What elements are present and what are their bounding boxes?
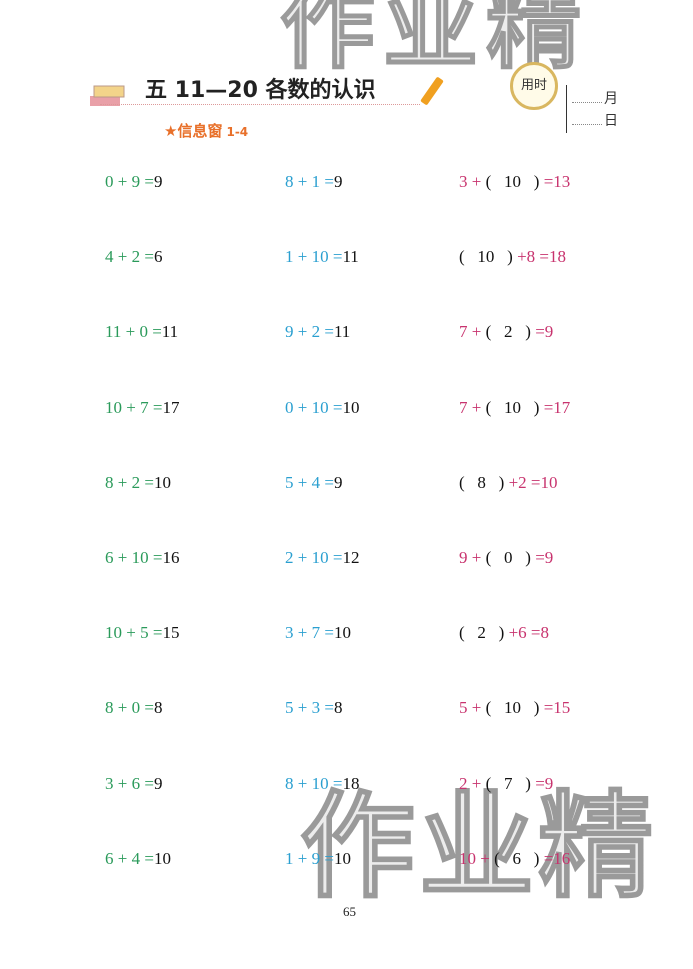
answer: 10 [333,848,351,868]
answer: 9 [153,773,163,793]
equation: 6 + 10 =16 [105,548,180,567]
date-divider [566,85,567,133]
equation: 5 + 3 =8 [285,698,343,718]
exercise-row: 10 + 7 =17 0 + 10 =10 7 + ( 10 ) =17 [0,398,693,428]
day-field: 日 [572,110,618,130]
answer: 10 [504,397,522,417]
answer: 10 [153,848,171,868]
answer: 10 [333,623,351,643]
fill-blank-equation: 3 + ( 10 ) =13 [459,172,571,191]
answer: 8 [153,698,163,718]
fill-blank-equation: 9 + ( 0 ) =9 [459,548,554,567]
fill-blank-equation: 10 + ( 6 ) =16 [459,848,571,868]
time-label: 用时 [520,78,547,93]
equation: 10 + 5 =15 [105,623,180,643]
answer: 2 [477,623,486,643]
answer: 8 [477,472,486,492]
equation: 9 + 2 =11 [285,322,351,342]
exercise-row: 10 + 5 =15 3 + 7 =10 ( 2 ) +6 =8 [0,623,693,653]
answer: 18 [342,773,360,793]
answer: 10 [504,698,522,718]
day-label: 日 [604,113,618,129]
page-title: 五 11—20 各数的认识 [145,78,376,103]
equation: 1 + 9 =10 [285,848,351,868]
answer: 9 [333,172,343,191]
exercise-row: 4 + 2 =6 1 + 10 =11 ( 10 ) +8 =18 [0,247,693,277]
clock-icon: 用时 [510,62,558,110]
answer: 7 [504,773,513,793]
books-icon [90,85,125,106]
equation: 4 + 2 =6 [105,247,163,267]
equation: 5 + 4 =9 [285,472,343,492]
answer: 10 [477,247,495,267]
exercise-row: 8 + 0 =8 5 + 3 =8 5 + ( 10 ) =15 [0,698,693,728]
answer: 11 [161,322,179,342]
month-field: 月 [572,88,618,108]
section-label: 信息窗 [177,122,223,140]
answer: 17 [162,397,180,417]
month-label: 月 [604,91,618,107]
equation: 6 + 4 =10 [105,848,171,868]
fill-blank-equation: 2 + ( 7 ) =9 [459,773,554,793]
answer: 16 [162,548,180,567]
equation: 8 + 1 =9 [285,172,343,191]
fill-blank-equation: ( 10 ) +8 =18 [459,247,567,267]
answer: 11 [342,247,359,267]
answer: 12 [342,548,360,567]
exercise-row: 6 + 10 =16 2 + 10 =12 9 + ( 0 ) =9 [0,548,693,578]
answer: 6 [153,247,163,267]
star-icon: ★ [164,122,178,140]
answer: 10 [504,172,522,191]
equation: 0 + 10 =10 [285,397,360,417]
exercise-row: 11 + 0 =11 9 + 2 =11 7 + ( 2 ) =9 [0,322,693,352]
answer: 11 [333,322,351,342]
equation: 3 + 6 =9 [105,773,163,793]
fill-blank-equation: ( 8 ) +2 =10 [459,472,558,492]
fill-blank-equation: 5 + ( 10 ) =15 [459,698,571,718]
section-heading: ★信息窗 1-4 [164,120,248,141]
fill-blank-equation: 7 + ( 10 ) =17 [459,397,571,417]
equation: 2 + 10 =12 [285,548,360,567]
title-divider [100,104,420,105]
answer: 6 [512,848,522,868]
answer: 15 [162,623,180,643]
answer: 10 [342,397,360,417]
exercise-row: 8 + 2 =10 5 + 4 =9 ( 8 ) +2 =10 [0,473,693,503]
answer: 9 [333,472,343,492]
equation: 1 + 10 =11 [285,247,359,267]
equation: 8 + 0 =8 [105,698,163,718]
fill-blank-equation: ( 2 ) +6 =8 [459,623,550,643]
exercise-row: 0 + 9 =9 8 + 1 =9 3 + ( 10 ) =13 [0,172,693,202]
exercise-row: 3 + 6 =9 8 + 10 =18 2 + ( 7 ) =9 [0,774,693,804]
watermark: 作业精 [299,780,658,914]
fill-blank-equation: 7 + ( 2 ) =9 [459,322,554,342]
answer: 9 [153,172,163,191]
answer: 8 [333,698,343,718]
answer: 10 [153,472,171,492]
equation: 0 + 9 =9 [105,172,163,191]
page-number: 65 [343,904,356,919]
equation: 8 + 2 =10 [105,472,171,492]
section-number: 1-4 [226,125,249,139]
answer: 0 [504,548,513,567]
answer: 2 [504,322,513,342]
equation: 3 + 7 =10 [285,623,351,643]
exercise-row: 6 + 4 =10 1 + 9 =10 10 + ( 6 ) =16 [0,849,693,879]
equation: 8 + 10 =18 [285,773,360,793]
equation: 11 + 0 =11 [105,322,179,342]
equation: 10 + 7 =17 [105,397,180,417]
